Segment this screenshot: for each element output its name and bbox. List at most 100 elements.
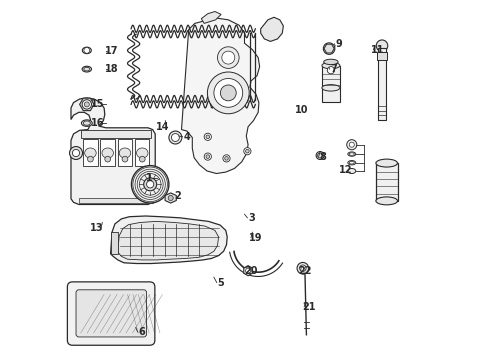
Circle shape bbox=[224, 157, 228, 160]
Text: 11: 11 bbox=[370, 45, 384, 55]
Bar bbox=[321, 66, 339, 102]
Polygon shape bbox=[110, 232, 118, 254]
Polygon shape bbox=[201, 12, 221, 23]
Ellipse shape bbox=[83, 67, 90, 71]
Polygon shape bbox=[324, 44, 333, 53]
Circle shape bbox=[245, 149, 249, 153]
Circle shape bbox=[168, 195, 173, 201]
Circle shape bbox=[204, 153, 211, 160]
Text: 2: 2 bbox=[174, 191, 181, 201]
Text: 1: 1 bbox=[145, 173, 152, 183]
Circle shape bbox=[222, 51, 234, 64]
Ellipse shape bbox=[81, 120, 92, 126]
Ellipse shape bbox=[321, 62, 339, 69]
Circle shape bbox=[296, 262, 308, 274]
Circle shape bbox=[299, 265, 305, 271]
Polygon shape bbox=[243, 266, 252, 276]
Ellipse shape bbox=[375, 159, 397, 167]
Text: 9: 9 bbox=[335, 39, 342, 49]
Circle shape bbox=[122, 156, 127, 162]
Ellipse shape bbox=[323, 59, 337, 64]
Text: 22: 22 bbox=[298, 266, 311, 276]
Circle shape bbox=[348, 142, 354, 147]
Circle shape bbox=[168, 131, 182, 144]
Text: 16: 16 bbox=[91, 118, 104, 128]
Circle shape bbox=[205, 155, 209, 158]
Ellipse shape bbox=[347, 168, 355, 174]
Circle shape bbox=[205, 135, 209, 139]
Ellipse shape bbox=[348, 153, 354, 156]
Bar bbox=[376, 52, 386, 60]
Circle shape bbox=[72, 149, 80, 157]
Circle shape bbox=[346, 140, 356, 150]
Ellipse shape bbox=[316, 152, 324, 159]
Ellipse shape bbox=[119, 148, 130, 158]
Ellipse shape bbox=[102, 148, 113, 158]
Circle shape bbox=[223, 155, 230, 162]
Circle shape bbox=[326, 67, 334, 74]
Text: 21: 21 bbox=[301, 302, 315, 312]
Circle shape bbox=[323, 43, 334, 54]
Bar bbox=[101, 139, 115, 166]
Circle shape bbox=[220, 85, 236, 101]
Ellipse shape bbox=[83, 121, 90, 125]
Polygon shape bbox=[181, 18, 259, 174]
Circle shape bbox=[146, 181, 153, 188]
Bar bbox=[375, 163, 397, 201]
Ellipse shape bbox=[375, 197, 397, 205]
Polygon shape bbox=[165, 193, 176, 203]
Polygon shape bbox=[110, 216, 227, 264]
Bar bbox=[81, 130, 151, 138]
Ellipse shape bbox=[321, 85, 339, 91]
Circle shape bbox=[207, 72, 249, 114]
Bar bbox=[378, 48, 385, 120]
Text: 12: 12 bbox=[338, 165, 351, 175]
Ellipse shape bbox=[82, 66, 91, 72]
Circle shape bbox=[82, 100, 91, 109]
Text: 19: 19 bbox=[248, 233, 262, 243]
Circle shape bbox=[84, 102, 89, 107]
Text: 5: 5 bbox=[217, 278, 224, 288]
Ellipse shape bbox=[347, 161, 355, 165]
Polygon shape bbox=[118, 221, 218, 260]
Bar bbox=[79, 198, 152, 203]
Circle shape bbox=[244, 148, 250, 155]
Text: 4: 4 bbox=[183, 132, 190, 142]
Circle shape bbox=[139, 156, 145, 162]
Circle shape bbox=[131, 166, 168, 203]
Circle shape bbox=[217, 47, 239, 68]
Circle shape bbox=[84, 48, 89, 53]
Text: 3: 3 bbox=[248, 213, 255, 223]
Circle shape bbox=[375, 40, 387, 51]
Circle shape bbox=[171, 134, 179, 141]
Bar bbox=[135, 139, 149, 166]
Text: 17: 17 bbox=[104, 46, 118, 56]
Circle shape bbox=[104, 156, 110, 162]
Ellipse shape bbox=[348, 161, 354, 164]
Text: 8: 8 bbox=[319, 152, 326, 162]
Circle shape bbox=[143, 178, 156, 191]
FancyBboxPatch shape bbox=[67, 282, 155, 345]
Text: 20: 20 bbox=[244, 266, 257, 276]
Ellipse shape bbox=[317, 153, 322, 158]
Polygon shape bbox=[260, 17, 283, 41]
Polygon shape bbox=[71, 98, 155, 204]
Ellipse shape bbox=[136, 148, 148, 158]
Text: 18: 18 bbox=[104, 64, 118, 74]
Text: 10: 10 bbox=[295, 105, 308, 115]
Circle shape bbox=[213, 78, 242, 107]
Text: 13: 13 bbox=[90, 222, 103, 233]
Circle shape bbox=[69, 147, 82, 159]
Text: 7: 7 bbox=[330, 64, 336, 74]
Circle shape bbox=[87, 156, 93, 162]
Ellipse shape bbox=[347, 152, 355, 156]
Circle shape bbox=[204, 133, 211, 140]
Bar bbox=[118, 139, 132, 166]
Text: 6: 6 bbox=[138, 327, 145, 337]
Text: 15: 15 bbox=[91, 99, 104, 109]
Circle shape bbox=[325, 45, 332, 52]
Ellipse shape bbox=[84, 148, 96, 158]
Circle shape bbox=[245, 268, 250, 273]
Ellipse shape bbox=[82, 47, 91, 54]
Text: 14: 14 bbox=[155, 122, 169, 132]
